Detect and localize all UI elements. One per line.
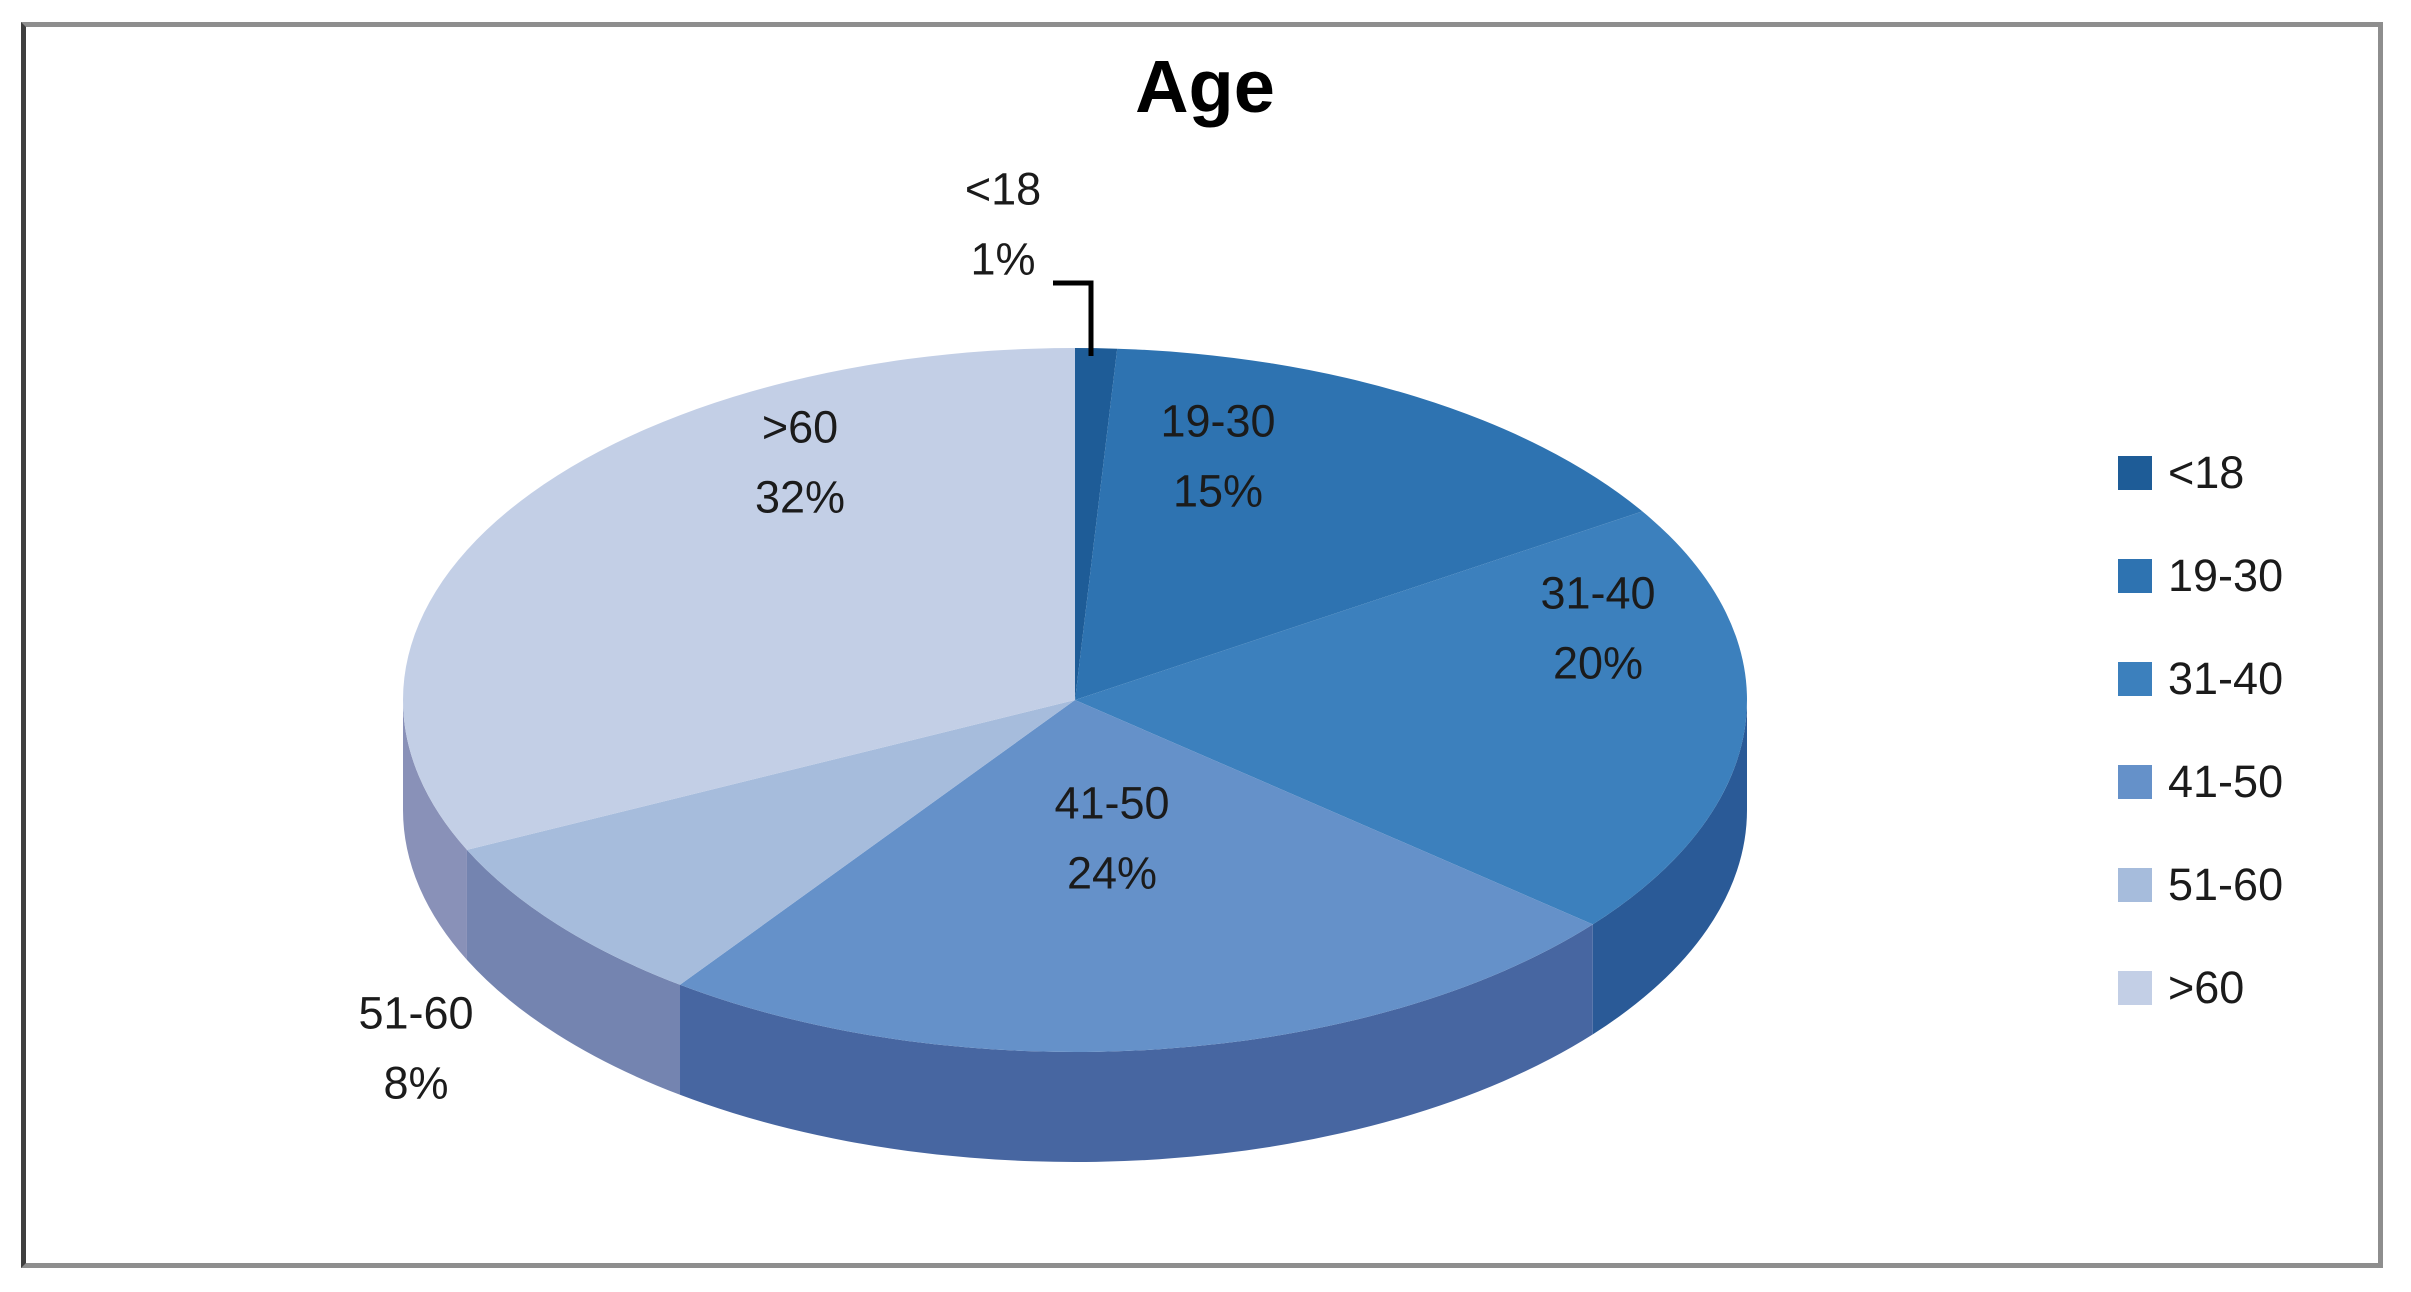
legend-swatch [2118,971,2152,1005]
legend-item-lt18[interactable]: <18 [2118,447,2283,499]
pie-slice-gt60-side [403,700,467,960]
legend-label: <18 [2168,447,2245,498]
slice-label-value: 15% [1172,465,1264,516]
slice-label-41-50: 41-50 24% [1054,768,1169,908]
legend-swatch [2118,765,2152,799]
slice-label-value: 8% [383,1057,449,1108]
slice-label-51-60: 51-60 8% [358,978,473,1118]
legend-label: 51-60 [2168,859,2284,910]
legend-item-19-30[interactable]: 19-30 [2118,550,2283,602]
slice-label-value: 32% [754,471,846,522]
slice-label-value: 24% [1066,847,1158,898]
slice-label-value: 20% [1552,637,1644,688]
legend-label: 19-30 [2168,550,2284,601]
legend: <18 19-30 31-40 41-50 51-60 >60 [2118,447,2283,1014]
pie-slice-gt60[interactable] [402,348,1075,850]
slice-label-lt18: <18 1% [965,154,1041,294]
pie-slice-51-60[interactable] [466,700,1076,985]
legend-swatch [2118,662,2152,696]
chart-title: Age [1135,45,1275,128]
pie-slice-41-50[interactable] [680,700,1593,1052]
legend-label: 41-50 [2168,756,2284,807]
pie-slice-31-40-side [1592,700,1747,1035]
legend-item-gt60[interactable]: >60 [2118,962,2283,1014]
legend-swatch [2118,868,2152,902]
slice-label-value: 1% [970,233,1036,284]
pie-slice-31-40[interactable] [1075,511,1747,925]
legend-swatch [2118,456,2152,490]
slice-label-gt60: >60 32% [755,392,845,532]
pie-slice-51-60-side [466,849,681,1095]
slice-label-category: 51-60 [358,987,474,1039]
slice-label-category: 31-40 [1540,567,1656,619]
slice-label-19-30: 19-30 15% [1160,386,1275,526]
legend-label: >60 [2168,962,2245,1013]
pie-slice-19-30[interactable] [1075,348,1643,700]
pie-slice-lt18[interactable] [1075,348,1118,700]
slice-label-category: 41-50 [1054,777,1170,829]
legend-item-51-60[interactable]: 51-60 [2118,859,2283,911]
legend-item-31-40[interactable]: 31-40 [2118,653,2283,705]
leader-line-lt18 [1053,280,1094,356]
slice-label-category: 19-30 [1160,395,1276,447]
legend-swatch [2118,559,2152,593]
slice-label-31-40: 31-40 20% [1540,558,1655,698]
slice-label-category: <18 [964,163,1042,215]
legend-item-41-50[interactable]: 41-50 [2118,756,2283,808]
legend-label: 31-40 [2168,653,2284,704]
slice-label-category: >60 [761,401,839,453]
pie-slice-41-50-side [680,924,1593,1162]
